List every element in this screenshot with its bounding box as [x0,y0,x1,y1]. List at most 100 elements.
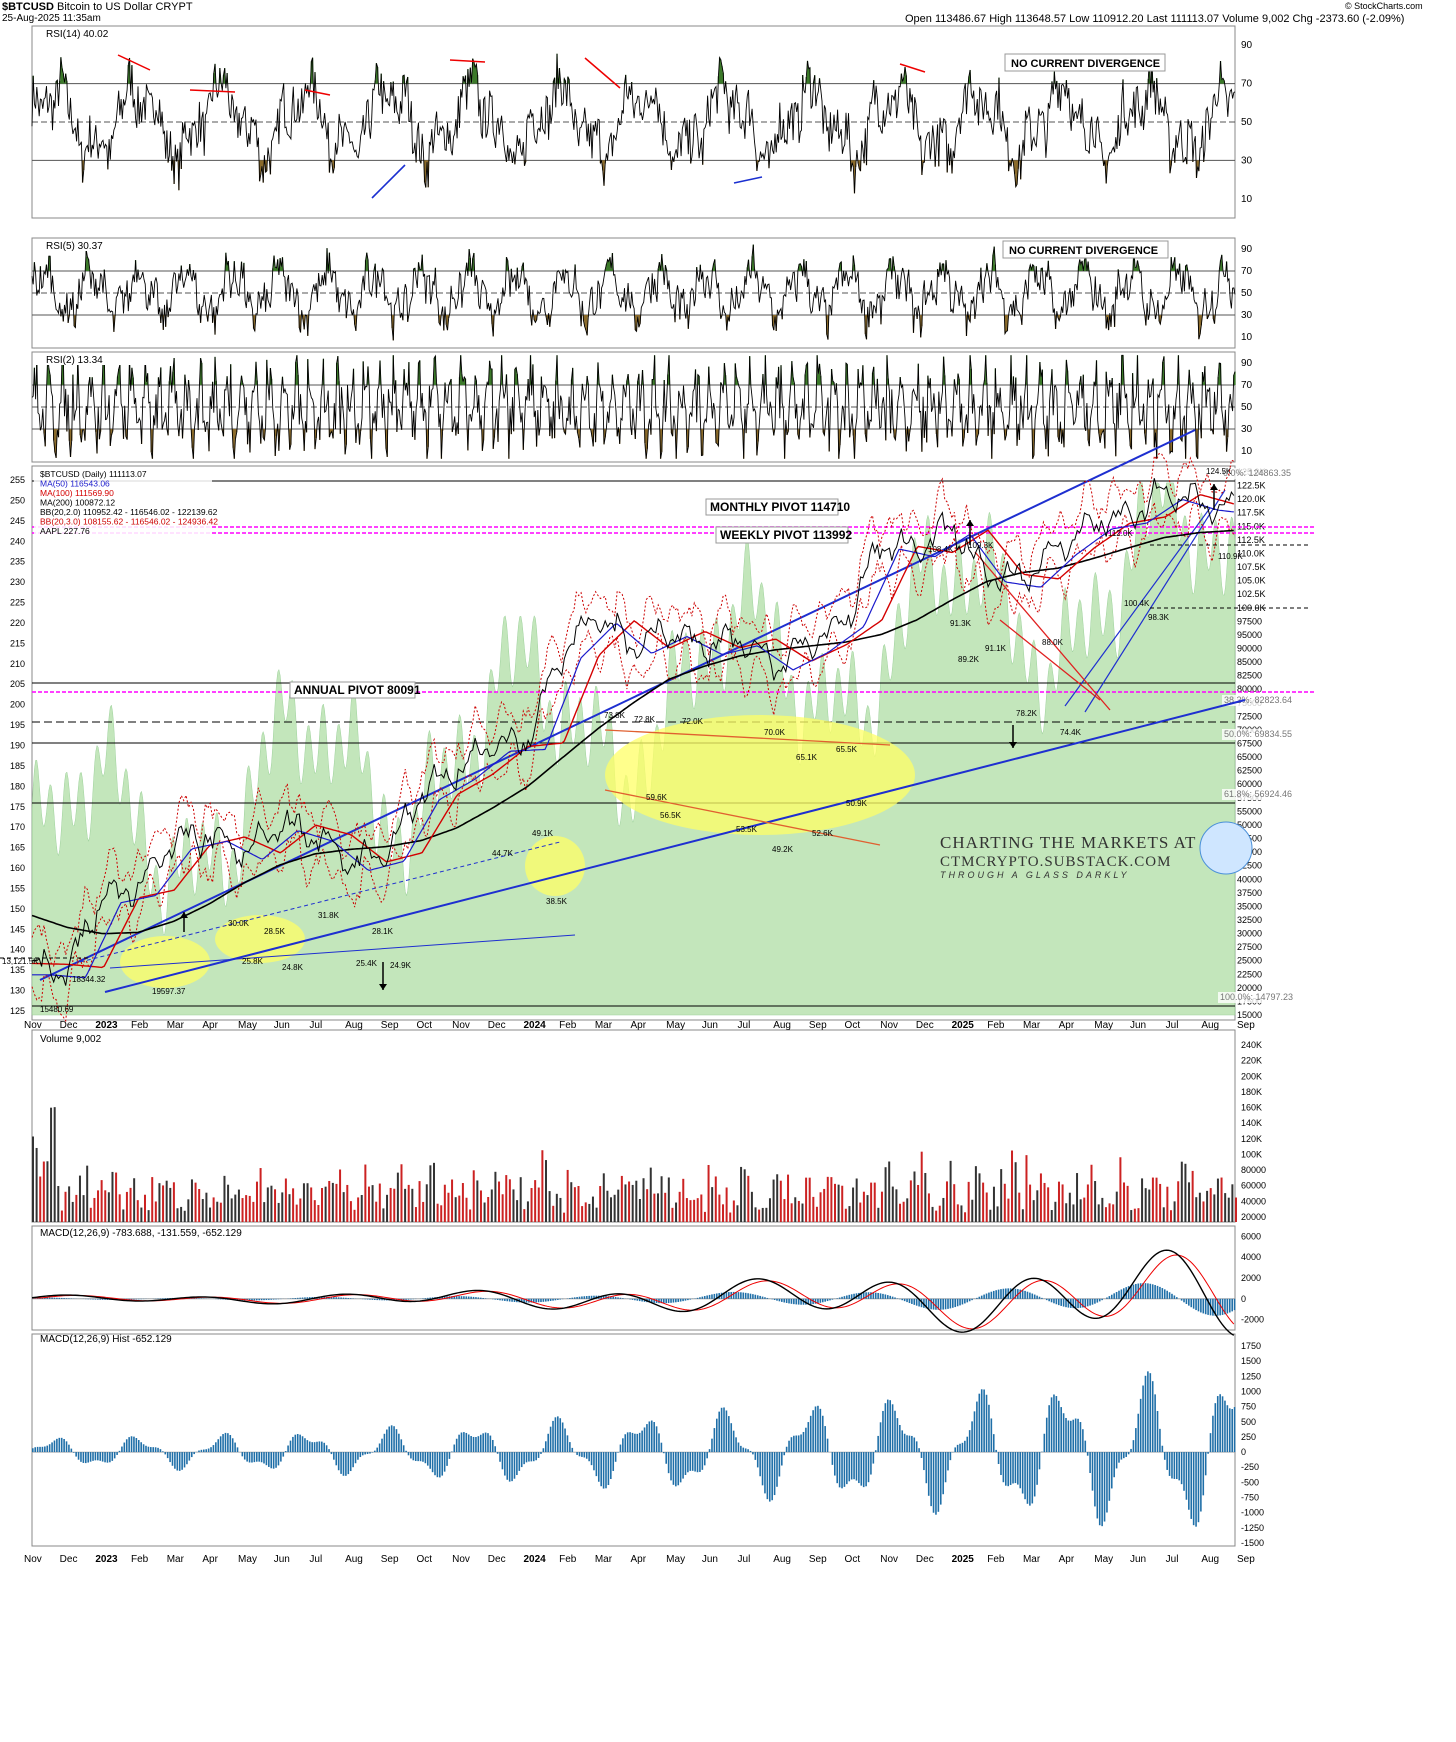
volume-tick-label: 180K [1241,1087,1262,1097]
volume-bar [1039,1173,1042,1222]
macd-hist-bar [925,1298,928,1309]
macd-hist-bar [927,1298,930,1309]
macd-hist-bar [959,1298,961,1306]
hist-bar [1163,1452,1166,1460]
volume-bar [78,1175,81,1222]
volume-bar [834,1183,836,1222]
hist-bar [39,1446,41,1453]
macd-hist-bar [800,1298,802,1305]
volume-bar [1188,1182,1191,1222]
divergence-arrow-blue [371,164,406,199]
hist-bar [920,1452,923,1458]
volume-bar [353,1209,356,1222]
wedge-line [999,619,1101,701]
price-tick-right: 32500 [1237,915,1262,925]
price-tick-right: 42500 [1237,861,1262,871]
macd-hist-bar [513,1298,516,1302]
hist-bar [1094,1452,1096,1507]
volume-bar [1083,1197,1086,1222]
macd-hist-bar [1050,1298,1053,1303]
macd-hist-bar [860,1292,863,1299]
volume-bar [115,1172,118,1222]
macd-hist-bar [376,1298,379,1301]
volume-bar [375,1201,378,1222]
hist-bar [703,1452,706,1466]
macd-hist-bar [701,1296,704,1299]
hist-bar [1009,1452,1012,1485]
macd-hist-bar [299,1297,301,1299]
macd-hist-bar [549,1298,552,1301]
price-tick-right: 65000 [1237,752,1262,762]
macd-hist-bar [371,1298,374,1300]
volume-bar [967,1181,970,1222]
macd-hist-bar [877,1292,879,1299]
aapl-tick-left: 210 [10,659,25,669]
hist-bar [812,1410,814,1453]
x-axis-label: May [1094,1554,1113,1565]
volume-bar [465,1197,468,1222]
hist-bar [171,1452,174,1466]
price-line [31,478,1235,986]
macd-hist-bar [92,1298,94,1300]
hist-bar [658,1433,660,1453]
price-tick-right: 105.0K [1237,576,1266,586]
macd-hist-bar [874,1292,877,1299]
volume-bar [335,1183,338,1222]
volume-bar [255,1181,258,1222]
hist-bar [246,1452,248,1462]
hist-bar [607,1452,610,1486]
volume-bar [461,1183,464,1222]
hist-bar [174,1452,176,1469]
x-axis-label: Feb [559,1554,577,1565]
volume-bar [736,1205,739,1222]
hist-bar [89,1452,92,1462]
hist-bar [219,1436,222,1453]
price-point-label: 70.0K [764,728,786,737]
volume-bar [451,1179,454,1222]
volume-bar [877,1207,880,1222]
macd-hist-bar [60,1297,63,1299]
macd-hist-bar [1062,1298,1065,1307]
macd-hist-bar [101,1298,104,1300]
macd-hist-bar [1180,1298,1183,1301]
hist-bar [429,1452,431,1469]
macd-hist-bar [525,1298,528,1303]
macd-hist-bar [715,1293,718,1299]
macd-hist-bar [980,1295,983,1299]
macd-hist-bar [752,1294,754,1299]
volume-bar [339,1169,342,1222]
hist-bar [508,1452,511,1482]
volume-bar [559,1197,562,1222]
macd-hist-bar [1077,1298,1079,1309]
hist-bar [1067,1420,1070,1453]
hist-bar [1082,1429,1084,1453]
volume-bar [819,1192,822,1222]
price-tick-right: 60000 [1237,779,1262,789]
volume-bar [765,1207,768,1222]
volume-bar [1184,1163,1187,1222]
x-axis-label: Feb [131,1554,149,1565]
macd-hist-bar [872,1292,875,1299]
hist-bar [728,1416,730,1453]
volume-bar [266,1187,269,1222]
macd-hist-bar [838,1297,841,1299]
macd-hist-bar [585,1296,588,1299]
volume-bar [418,1181,421,1222]
hist-bar [588,1452,590,1462]
volume-bar [989,1209,992,1222]
volume-bar [555,1193,558,1222]
hist-bar [1074,1418,1077,1453]
macd-hist-bar [997,1289,1000,1299]
macd-hist-bar [296,1297,299,1299]
bb-lower [31,496,1235,1023]
volume-bar [563,1212,566,1222]
hist-bar [583,1452,586,1458]
hist-bar [417,1452,419,1462]
hist-bar [655,1426,658,1453]
macd-hist-bar [793,1298,795,1305]
price-tick-right: 110.0K [1237,548,1265,558]
volume-bar [93,1197,96,1222]
hist-bar [1204,1452,1207,1476]
hist-bar [275,1452,277,1468]
